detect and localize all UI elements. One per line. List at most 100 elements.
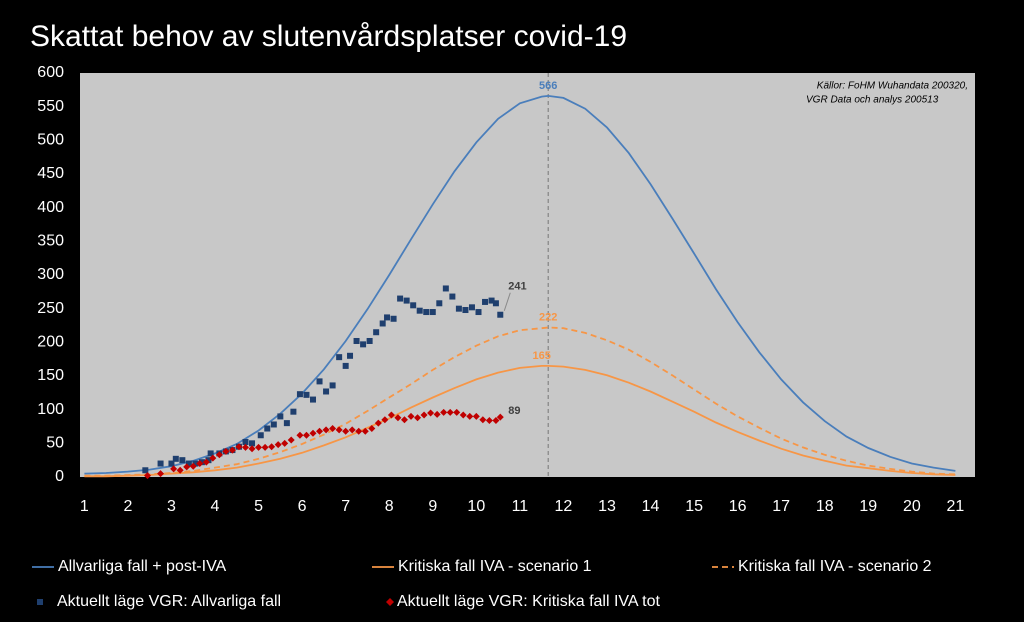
point [407,412,415,420]
point [179,457,186,464]
point [274,441,282,449]
legend-label: Aktuellt läge VGR: Allvarliga fall [57,593,281,610]
point [264,425,271,432]
point [202,458,210,466]
point [268,443,276,451]
point [373,329,380,336]
point [485,416,493,424]
x-tick-label: 20 [903,498,921,515]
x-tick-label: 8 [385,498,394,515]
point [207,450,214,457]
point [176,466,184,474]
point [455,305,462,312]
point [303,391,310,398]
x-tick-label: 6 [298,498,307,515]
x-tick-label: 7 [341,498,350,515]
point [242,438,249,445]
point [403,297,410,304]
point [290,408,297,415]
point [281,439,289,447]
source-note: VGR Data och analys 200513 [806,95,939,106]
y-tick-label: 400 [37,199,64,216]
point [198,459,205,466]
series-line [84,94,956,475]
point [270,421,277,428]
x-tick-label: 19 [859,498,877,515]
point [475,309,482,316]
point [374,419,382,427]
y-tick-label: 300 [37,266,64,283]
series-line [84,326,956,477]
x-tick-label: 11 [512,498,529,515]
data-label: 566 [539,80,557,92]
legend-label: Kritiska fall IVA - scenario 2 [738,558,932,575]
data-label: 165 [532,350,550,362]
point [257,432,264,439]
point [228,446,236,454]
point [394,414,402,422]
point [255,443,263,451]
point [462,307,469,314]
y-tick-label: 550 [37,98,64,115]
point [183,463,191,471]
x-tick-label: 15 [685,498,703,515]
point [390,315,397,322]
point [420,411,428,419]
data-label: 222 [539,311,557,323]
point [482,298,489,305]
point [248,445,256,453]
point [496,413,504,421]
y-tick-label: 450 [37,165,64,182]
point [329,382,336,389]
legend-label: Aktuellt läge VGR: Kritiska fall IVA tot [397,593,660,610]
point [410,302,417,309]
point [309,429,317,437]
point [459,411,467,419]
point [196,460,204,468]
point [429,309,436,316]
x-tick-label: 9 [428,498,437,515]
point [205,457,212,464]
y-tick-label: 600 [37,64,64,81]
point [381,416,389,424]
point [479,416,487,424]
point [497,311,504,318]
y-tick-label: 200 [37,334,64,351]
point [472,412,480,420]
chart-title: Skattat behov av slutenvårdsplatser covi… [30,20,627,53]
point [353,337,360,344]
x-tick-label: 12 [555,498,573,515]
point [466,412,474,420]
x-tick-label: 17 [772,498,790,515]
x-tick-label: 1 [80,498,89,515]
point [355,427,363,435]
point [368,425,376,433]
point [342,362,349,369]
y-tick-label: 0 [55,468,64,485]
point [329,425,337,433]
point [323,388,330,395]
y-tick-label: 100 [37,401,64,418]
point [322,426,330,434]
point [192,460,199,467]
point [249,440,256,447]
legend-label: Allvarliga fall + post-IVA [58,558,227,575]
point [168,460,175,467]
point [387,411,395,419]
point [241,443,249,451]
y-tick-label: 250 [37,300,64,317]
point [397,295,404,302]
point [144,472,152,480]
point [468,304,475,311]
point [414,414,422,422]
x-tick-label: 16 [729,498,747,515]
point [296,431,304,439]
point [209,454,217,462]
point [170,465,178,473]
point [400,416,408,424]
y-tick-label: 500 [37,132,64,149]
point [189,462,197,470]
point [416,307,423,314]
